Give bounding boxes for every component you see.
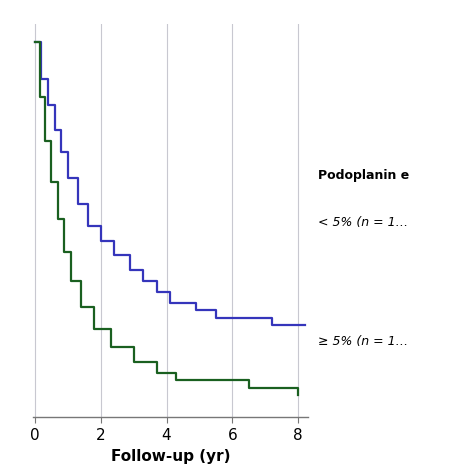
Text: Podoplanin e: Podoplanin e	[318, 169, 409, 182]
Text: ≥ 5% (​n = 1…: ≥ 5% (​n = 1…	[318, 335, 408, 348]
X-axis label: Follow-up (yr): Follow-up (yr)	[111, 449, 230, 465]
Text: < 5% (​n = 1…: < 5% (​n = 1…	[318, 216, 408, 229]
